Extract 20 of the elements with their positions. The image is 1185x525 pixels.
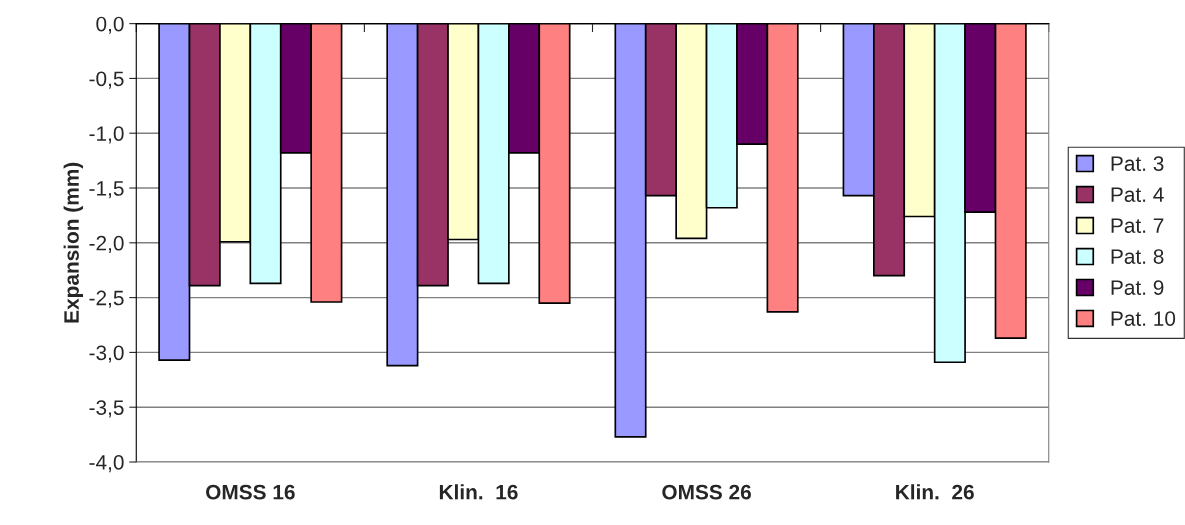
x-tick-label: Klin. 16 [439, 484, 518, 500]
y-tick-label: -3,0 [89, 345, 124, 363]
legend-label: Pat. 9 [1111, 280, 1164, 295]
y-axis-title: Expansion (mm) [63, 162, 84, 323]
x-tick-label: Klin. 26 [896, 484, 974, 500]
y-tick-label: -1,0 [89, 126, 124, 144]
y-tick-label: -2,0 [89, 235, 124, 254]
y-tick-label: -2,5 [89, 290, 124, 308]
y-tick-label: 0,0 [96, 16, 124, 34]
y-tick-label: -3,5 [89, 400, 124, 418]
legend-label: Pat. 8 [1111, 249, 1164, 264]
legend-label: Pat. 10 [1111, 311, 1176, 326]
y-tick-label: -1,5 [89, 181, 124, 199]
legend-label: Pat. 4 [1111, 187, 1164, 202]
x-tick-label: OMSS 16 [206, 484, 295, 500]
y-tick-label: -0,5 [89, 71, 124, 89]
legend-label: Pat. 3 [1111, 156, 1164, 171]
legend-label: Pat. 7 [1111, 218, 1164, 233]
x-tick-label: OMSS 26 [662, 484, 751, 500]
y-tick-label: -4,0 [89, 455, 124, 473]
